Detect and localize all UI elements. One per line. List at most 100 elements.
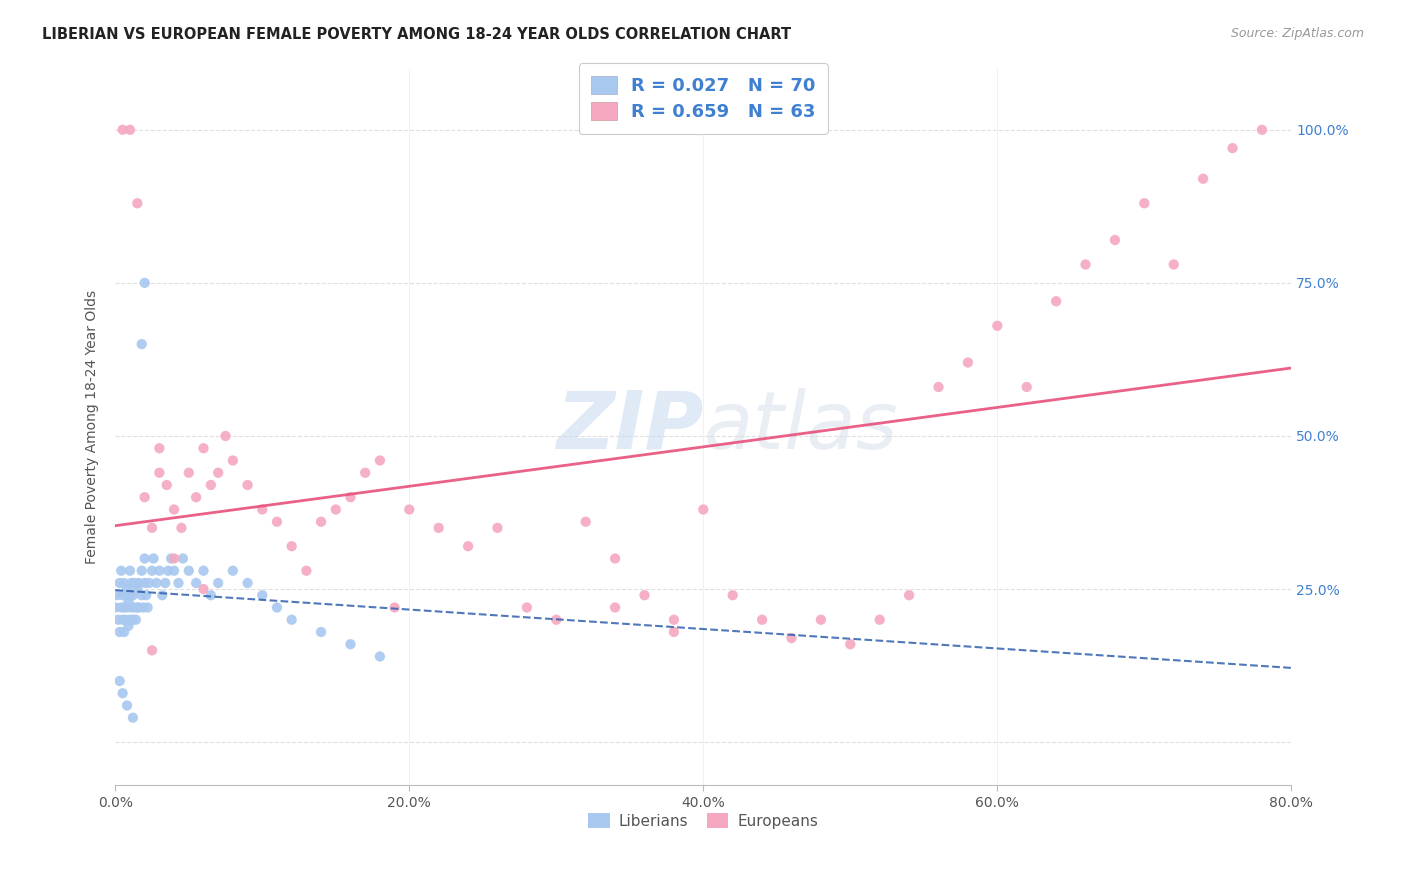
Point xyxy=(138,576,160,591)
Point xyxy=(252,502,274,516)
Point xyxy=(112,576,135,591)
Point xyxy=(155,576,177,591)
Point xyxy=(115,698,138,713)
Point xyxy=(122,711,145,725)
Point xyxy=(124,576,146,591)
Point xyxy=(148,466,170,480)
Text: atlas: atlas xyxy=(703,388,898,466)
Point xyxy=(200,588,222,602)
Point xyxy=(177,564,200,578)
Point xyxy=(120,600,142,615)
Point xyxy=(111,686,134,700)
Point xyxy=(546,613,568,627)
Point xyxy=(148,442,170,456)
Point xyxy=(160,551,183,566)
Point xyxy=(236,576,259,591)
Text: Source: ZipAtlas.com: Source: ZipAtlas.com xyxy=(1230,27,1364,40)
Point xyxy=(128,600,150,615)
Point xyxy=(222,453,245,467)
Point xyxy=(368,453,391,467)
Point xyxy=(107,613,129,627)
Point xyxy=(214,429,236,443)
Point xyxy=(1104,233,1126,247)
Point xyxy=(114,588,136,602)
Point xyxy=(516,600,538,615)
Point xyxy=(1163,258,1185,272)
Point xyxy=(662,613,685,627)
Point xyxy=(193,564,215,578)
Point xyxy=(898,588,921,602)
Point xyxy=(104,600,127,615)
Point xyxy=(112,600,135,615)
Point xyxy=(128,576,150,591)
Point xyxy=(309,515,332,529)
Point xyxy=(122,613,145,627)
Point xyxy=(112,624,135,639)
Point xyxy=(131,564,153,578)
Point xyxy=(368,649,391,664)
Point xyxy=(167,576,190,591)
Point xyxy=(108,624,131,639)
Point xyxy=(280,613,302,627)
Point xyxy=(145,576,167,591)
Legend: Liberians, Europeans: Liberians, Europeans xyxy=(582,807,824,835)
Point xyxy=(184,490,207,504)
Point xyxy=(662,624,685,639)
Point xyxy=(115,600,138,615)
Point xyxy=(110,600,132,615)
Point xyxy=(325,502,347,516)
Point xyxy=(810,613,832,627)
Point xyxy=(457,539,479,553)
Point xyxy=(148,564,170,578)
Point xyxy=(986,318,1008,333)
Point xyxy=(157,564,180,578)
Point xyxy=(110,564,132,578)
Point xyxy=(131,588,153,602)
Point xyxy=(122,588,145,602)
Point xyxy=(163,502,186,516)
Point xyxy=(111,613,134,627)
Point xyxy=(207,466,229,480)
Point xyxy=(163,551,186,566)
Point xyxy=(142,551,165,566)
Point xyxy=(193,442,215,456)
Point xyxy=(721,588,744,602)
Point xyxy=(427,521,450,535)
Point xyxy=(295,564,318,578)
Point xyxy=(105,588,128,602)
Point xyxy=(692,502,714,516)
Point xyxy=(136,600,159,615)
Point xyxy=(170,521,193,535)
Point xyxy=(124,600,146,615)
Point xyxy=(222,564,245,578)
Point xyxy=(134,276,156,290)
Point xyxy=(1251,122,1274,136)
Point xyxy=(131,337,153,351)
Point xyxy=(127,600,149,615)
Point xyxy=(108,673,131,688)
Point xyxy=(780,631,803,645)
Point xyxy=(117,619,139,633)
Point xyxy=(928,380,950,394)
Point xyxy=(252,588,274,602)
Point xyxy=(134,576,156,591)
Point xyxy=(200,478,222,492)
Point xyxy=(339,637,361,651)
Point xyxy=(118,613,141,627)
Point xyxy=(384,600,406,615)
Point xyxy=(141,564,163,578)
Point xyxy=(156,478,179,492)
Point xyxy=(163,564,186,578)
Point xyxy=(956,355,979,369)
Point xyxy=(236,478,259,492)
Point xyxy=(127,582,149,596)
Point xyxy=(309,624,332,639)
Point xyxy=(839,637,862,651)
Point xyxy=(1015,380,1038,394)
Point xyxy=(114,613,136,627)
Text: ZIP: ZIP xyxy=(555,388,703,466)
Point xyxy=(398,502,420,516)
Point xyxy=(118,564,141,578)
Point xyxy=(1074,258,1097,272)
Point xyxy=(141,643,163,657)
